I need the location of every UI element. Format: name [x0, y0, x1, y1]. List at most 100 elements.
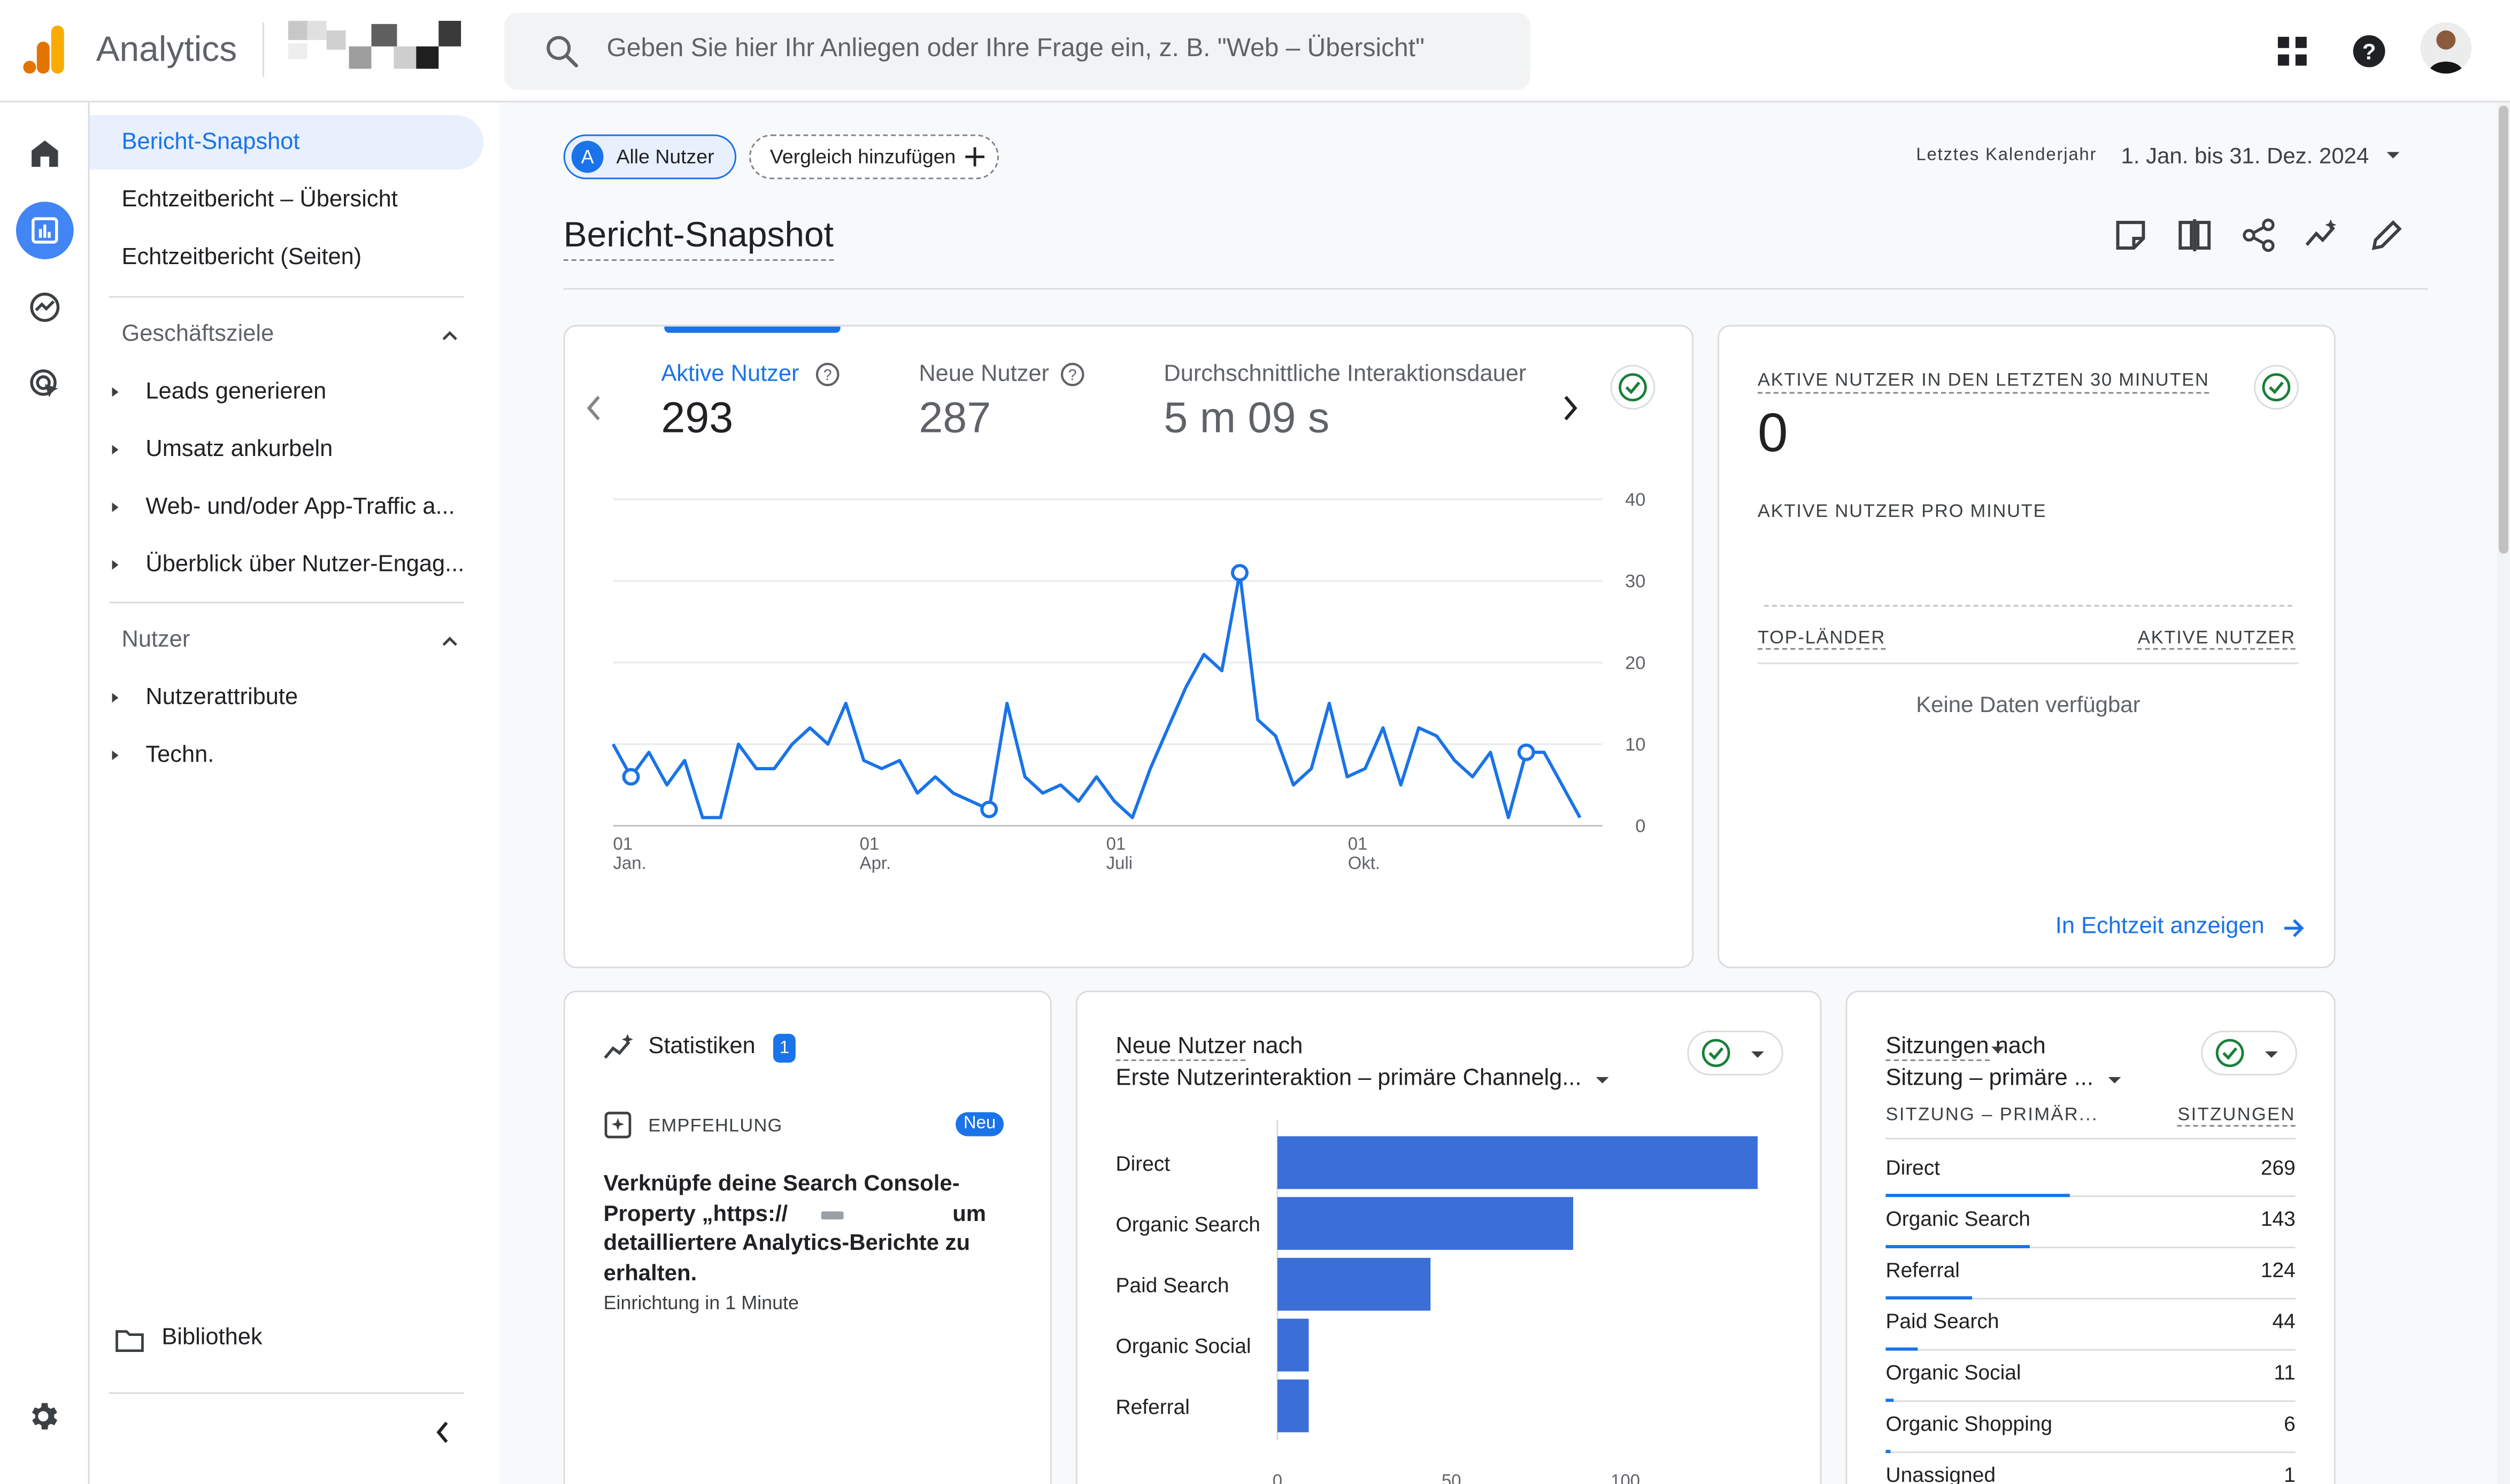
- search-bar[interactable]: Geben Sie hier Ihr Anliegen oder Ihre Fr…: [504, 12, 1530, 90]
- nav-section-users[interactable]: Nutzer: [121, 627, 190, 653]
- nav-section-business-goals[interactable]: Geschäftsziele: [121, 321, 274, 347]
- analytics-logo-icon[interactable]: [22, 22, 67, 77]
- col-session-channel[interactable]: SITZUNG – PRIMÄR...: [1885, 1106, 2098, 1125]
- metric-engagement-value[interactable]: 5 m 09 s: [1164, 393, 1330, 442]
- compare-icon[interactable]: [2177, 218, 2212, 253]
- metric-new-users-value[interactable]: 287: [919, 393, 991, 442]
- expand-caret-icon[interactable]: [109, 690, 122, 706]
- expand-caret-icon[interactable]: [109, 442, 122, 458]
- rail-home[interactable]: [16, 125, 74, 183]
- row-share-bar: [1885, 1450, 1890, 1454]
- data-quality-button[interactable]: [1610, 365, 1656, 410]
- col-sessions[interactable]: SITZUNGEN: [2177, 1106, 2296, 1127]
- segment-chip[interactable]: A Alle Nutzer: [563, 134, 737, 180]
- add-comparison-button[interactable]: Vergleich hinzufügen: [749, 134, 999, 180]
- insights-icon: [604, 1033, 633, 1059]
- help-circle-icon[interactable]: ?: [1060, 362, 1085, 388]
- table-row[interactable]: Organic Shopping 6: [1885, 1402, 2296, 1454]
- account-name-redacted[interactable]: [288, 20, 464, 69]
- metric-new-users-label[interactable]: Neue Nutzer: [919, 361, 1050, 388]
- table-row[interactable]: Direct 269: [1885, 1146, 2296, 1197]
- share-icon[interactable]: [2241, 218, 2276, 253]
- chevron-up-icon[interactable]: [438, 325, 461, 347]
- expand-caret-icon[interactable]: [109, 747, 122, 763]
- col-top-countries[interactable]: TOP-LÄNDER: [1757, 629, 1886, 650]
- expand-caret-icon[interactable]: [109, 499, 122, 515]
- metric-selector[interactable]: Sitzungen: [1885, 1033, 1989, 1061]
- library-label[interactable]: Bibliothek: [161, 1325, 263, 1351]
- row-channel-name: Organic Social: [1885, 1360, 2021, 1385]
- table-row[interactable]: Referral 124: [1885, 1248, 2296, 1300]
- segment-label[interactable]: Alle Nutzer: [616, 145, 714, 168]
- chevron-right-icon[interactable]: [1561, 393, 1580, 422]
- add-comparison-label[interactable]: Vergleich hinzufügen: [769, 145, 956, 168]
- nav-sub-leads[interactable]: Leads generieren: [145, 379, 327, 405]
- avatar[interactable]: [2420, 22, 2472, 74]
- metric-active-users-label[interactable]: Aktive Nutzer: [661, 361, 799, 388]
- metric-engagement-label[interactable]: Durchschnittliche Interaktionsdauer: [1164, 361, 1527, 388]
- dimension-selector[interactable]: Erste Nutzerinteraktion – primäre Channe…: [1115, 1065, 1582, 1092]
- nav-sub-revenue[interactable]: Umsatz ankurbeln: [145, 437, 333, 463]
- table-row[interactable]: Paid Search 44: [1885, 1300, 2296, 1351]
- help-circle-icon[interactable]: ?: [815, 362, 841, 388]
- nav-divider: [109, 1392, 465, 1394]
- metric-selector[interactable]: Neue Nutzer: [1115, 1033, 1246, 1061]
- date-range-label[interactable]: Letztes Kalenderjahr: [1916, 145, 2097, 165]
- nav-sub-user-attributes[interactable]: Nutzerattribute: [145, 685, 298, 711]
- recommendation-text[interactable]: Verknüpfe deine Search Console- Property…: [604, 1168, 1004, 1287]
- data-quality-button[interactable]: [2253, 365, 2299, 410]
- recommendation-text-line: detailliertere Analytics-Berichte zu: [603, 1229, 971, 1255]
- row-channel-name: Referral: [1885, 1257, 1960, 1282]
- annotation-icon[interactable]: [2113, 218, 2149, 253]
- row-share-bar: [1885, 1398, 1894, 1402]
- nav-sub-tech[interactable]: Techn.: [145, 743, 214, 768]
- view-realtime-link[interactable]: In Echtzeit anzeigen: [2055, 914, 2265, 940]
- chevron-down-icon: [2265, 1051, 2278, 1058]
- card-options-button[interactable]: [2201, 1030, 2297, 1076]
- expand-caret-icon[interactable]: [109, 384, 122, 400]
- insights-icon[interactable]: [2305, 218, 2340, 253]
- chevron-up-icon[interactable]: [438, 630, 461, 653]
- realtime-title[interactable]: AKTIVE NUTZER IN DEN LETZTEN 30 MINUTEN: [1757, 372, 2209, 394]
- chevron-left-icon[interactable]: [584, 393, 604, 422]
- chevron-down-icon[interactable]: [2385, 150, 2401, 160]
- metric-active-users-value[interactable]: 293: [661, 393, 734, 442]
- table-row[interactable]: Unassigned 1: [1885, 1453, 2295, 1484]
- new-users-card-title[interactable]: Neue Nutzer nach: [1115, 1033, 1303, 1061]
- bar-category-label: Paid Search: [1116, 1274, 1229, 1297]
- help-icon[interactable]: ?: [2350, 32, 2389, 71]
- rail-reports[interactable]: [16, 202, 74, 259]
- date-range-value[interactable]: 1. Jan. bis 31. Dez. 2024: [2121, 142, 2369, 168]
- table-row[interactable]: Organic Search 143: [1885, 1197, 2296, 1249]
- new-users-bar-chart[interactable]: Direct Organic Search Paid Search Organic S…: [1077, 1120, 1822, 1484]
- chevron-down-icon[interactable]: [1595, 1076, 1611, 1085]
- dimension-selector[interactable]: Sitzung – primäre ...: [1885, 1065, 2093, 1092]
- chevron-down-icon[interactable]: [2107, 1076, 2123, 1085]
- chevron-down-icon[interactable]: [1990, 1045, 2006, 1055]
- scroll-thumb[interactable]: [2499, 105, 2508, 554]
- selected-metric-indicator: [664, 326, 841, 333]
- page-scrollbar[interactable]: [2497, 102, 2510, 1484]
- arrow-right-icon[interactable]: [2283, 917, 2305, 939]
- apps-grid-icon[interactable]: [2273, 32, 2312, 71]
- search-placeholder[interactable]: Geben Sie hier Ihr Anliegen oder Ihre Fr…: [606, 35, 1425, 63]
- col-active-users[interactable]: AKTIVE NUTZER: [2137, 629, 2296, 650]
- nav-item-realtime-pages[interactable]: Echtzeitbericht (Seiten): [121, 245, 362, 270]
- nav-sub-engagement[interactable]: Überblick über Nutzer-Engag...: [145, 552, 465, 578]
- nav-sub-traffic[interactable]: Web- und/oder App-Traffic a...: [145, 494, 455, 520]
- collapse-nav-icon[interactable]: [429, 1418, 458, 1447]
- card-options-button[interactable]: [1687, 1030, 1783, 1076]
- edit-icon[interactable]: [2369, 218, 2405, 253]
- table-row[interactable]: Organic Social 11: [1885, 1351, 2296, 1402]
- rail-advertising[interactable]: [16, 355, 74, 413]
- gear-icon[interactable]: [26, 1398, 61, 1434]
- sessions-card-title[interactable]: Sitzungen nach: [1885, 1033, 2046, 1061]
- rail-explore[interactable]: [16, 279, 74, 336]
- row-share-bar: [1885, 1245, 2029, 1249]
- bar: [1277, 1318, 1309, 1372]
- search-icon[interactable]: [543, 32, 581, 71]
- nav-item-report-snapshot[interactable]: Bericht-Snapshot: [89, 115, 484, 170]
- expand-caret-icon[interactable]: [109, 557, 122, 573]
- nav-item-realtime-overview[interactable]: Echtzeitbericht – Übersicht: [121, 187, 398, 213]
